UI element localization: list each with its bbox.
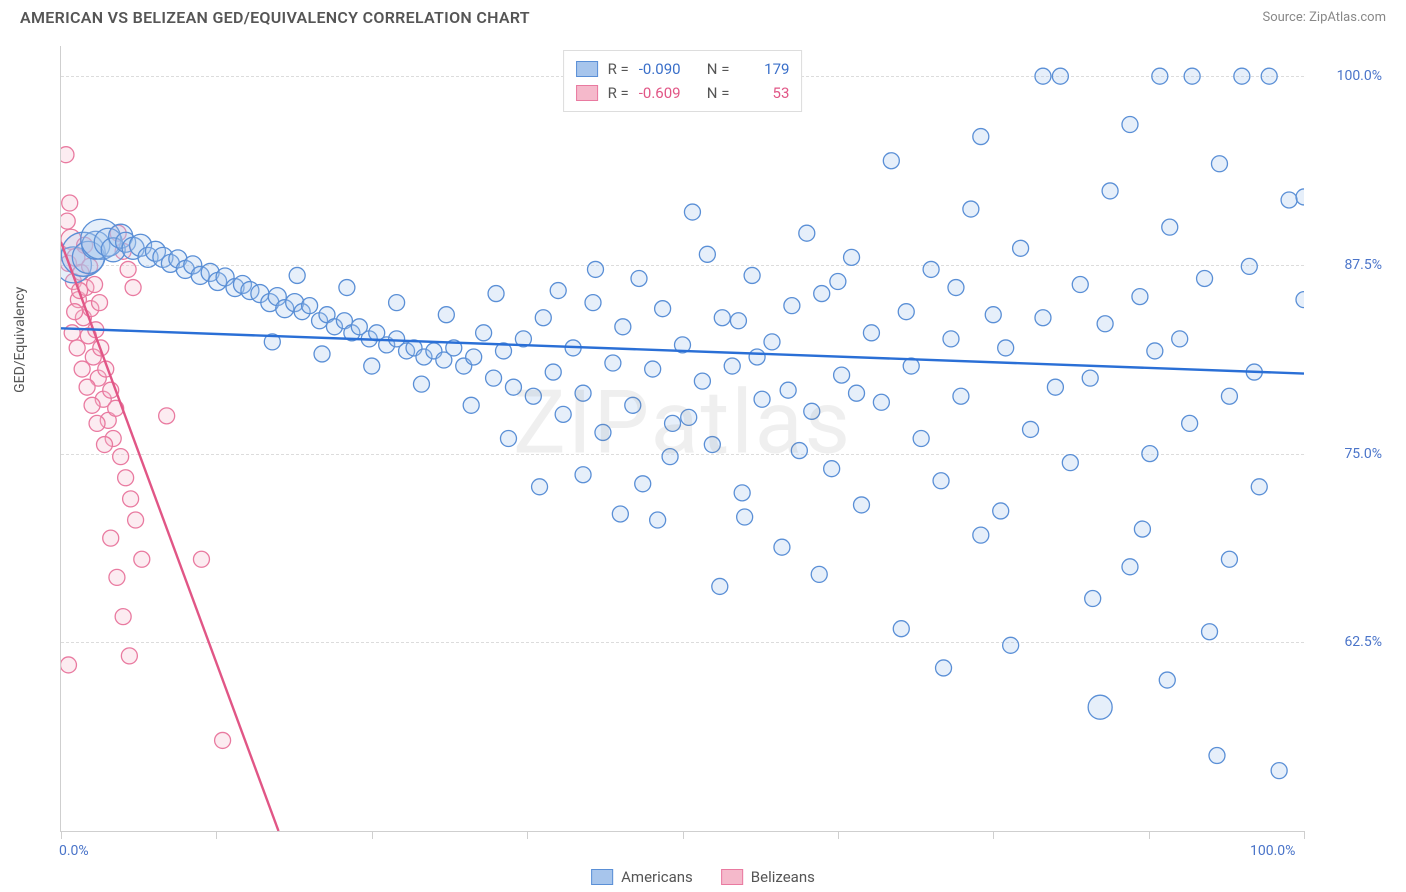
source-attribution: Source: ZipAtlas.com (1262, 10, 1386, 25)
correlation-stats-legend: R = -0.090 N = 179 R = -0.609 N = 53 (563, 50, 803, 112)
r-value: -0.090 (639, 57, 689, 81)
y-axis-label: GED/Equivalency (12, 287, 28, 393)
americans-trend-line (61, 328, 1304, 373)
chart-container: GED/Equivalency ZIPatlas R =-0.090N =179… (16, 36, 1390, 856)
series-legend: Americans Belizeans (591, 868, 815, 886)
x-tick (683, 831, 684, 839)
legend-swatch (576, 61, 598, 77)
legend-stat-row: R = -0.090 N = 179 (576, 57, 790, 81)
x-tick-label: 0.0% (59, 843, 89, 859)
x-tick-label: 100.0% (1250, 843, 1295, 859)
y-tick-label: 75.0% (1312, 446, 1382, 462)
chart-title: AMERICAN VS BELIZEAN GED/EQUIVALENCY COR… (20, 8, 530, 27)
x-tick (1149, 831, 1150, 839)
legend-swatch (591, 869, 613, 885)
x-tick (527, 831, 528, 839)
r-label: R = (608, 81, 629, 105)
n-value: 179 (739, 57, 789, 81)
x-tick (61, 831, 62, 839)
x-tick (838, 831, 839, 839)
legend-item: Belizeans (721, 868, 815, 886)
legend-swatch (576, 85, 598, 101)
n-label: N = (707, 57, 730, 81)
r-value: -0.609 (639, 81, 689, 105)
plot-area: ZIPatlas R =-0.090N =179R =-0.609N =53 6… (60, 46, 1304, 832)
legend-swatch (721, 869, 743, 885)
n-label: N = (707, 81, 730, 105)
x-tick (1304, 831, 1305, 839)
y-tick-label: 87.5% (1312, 257, 1382, 273)
x-tick (372, 831, 373, 839)
legend-stat-row: R = -0.609 N = 53 (576, 81, 790, 105)
legend-label: Americans (621, 868, 693, 886)
r-label: R = (608, 57, 629, 81)
trend-lines-layer (61, 46, 1304, 831)
legend-item: Americans (591, 868, 693, 886)
x-tick (993, 831, 994, 839)
y-tick-label: 100.0% (1312, 68, 1382, 84)
n-value: 53 (739, 81, 789, 105)
x-tick (216, 831, 217, 839)
y-tick-label: 62.5% (1312, 634, 1382, 650)
legend-label: Belizeans (751, 868, 815, 886)
